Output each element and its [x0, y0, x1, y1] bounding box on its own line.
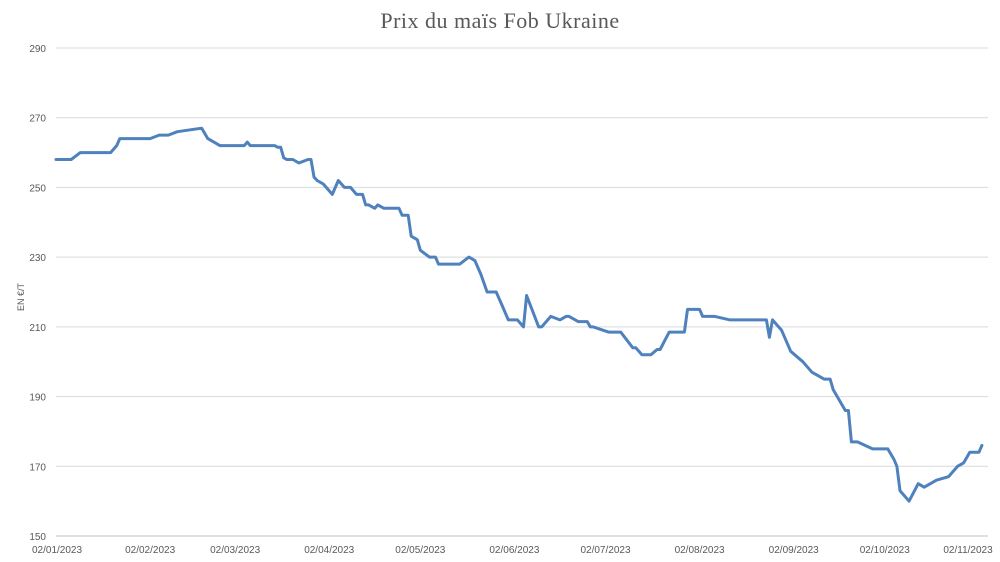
- y-axis-label: EN €/T: [16, 282, 26, 311]
- x-tick-label: 02/02/2023: [125, 545, 175, 556]
- y-tick-label: 290: [29, 44, 46, 55]
- x-tick-label: 02/03/2023: [210, 545, 260, 556]
- x-tick-label: 02/08/2023: [675, 545, 725, 556]
- x-tick-label: 02/10/2023: [860, 545, 910, 556]
- y-tick-label: 250: [29, 183, 46, 194]
- x-tick-labels: 02/01/2023 02/02/2023 02/03/2023 02/04/2023…: [32, 545, 993, 556]
- y-tick-label: 150: [29, 532, 46, 543]
- y-tick-label: 210: [29, 323, 46, 334]
- series-group: [54, 126, 984, 503]
- gridlines: [56, 47, 988, 537]
- x-tick-label: 02/04/2023: [304, 545, 354, 556]
- y-tick-label: 170: [29, 462, 46, 473]
- y-tick-labels: 150 170 190 210 230 250 270 290: [29, 44, 46, 543]
- series-line: [54, 126, 984, 503]
- x-tick-label: 02/09/2023: [769, 545, 819, 556]
- x-tick-label: 02/06/2023: [489, 545, 539, 556]
- chart-title: Prix du maïs Fob Ukraine: [380, 8, 620, 33]
- x-tick-label: 02/07/2023: [580, 545, 630, 556]
- x-tick-label: 02/05/2023: [395, 545, 445, 556]
- x-tick-label: 02/11/2023: [943, 545, 993, 556]
- y-tick-label: 270: [29, 114, 46, 125]
- x-tick-label: 02/01/2023: [32, 545, 82, 556]
- y-tick-label: 190: [29, 393, 46, 404]
- y-tick-label: 230: [29, 253, 46, 264]
